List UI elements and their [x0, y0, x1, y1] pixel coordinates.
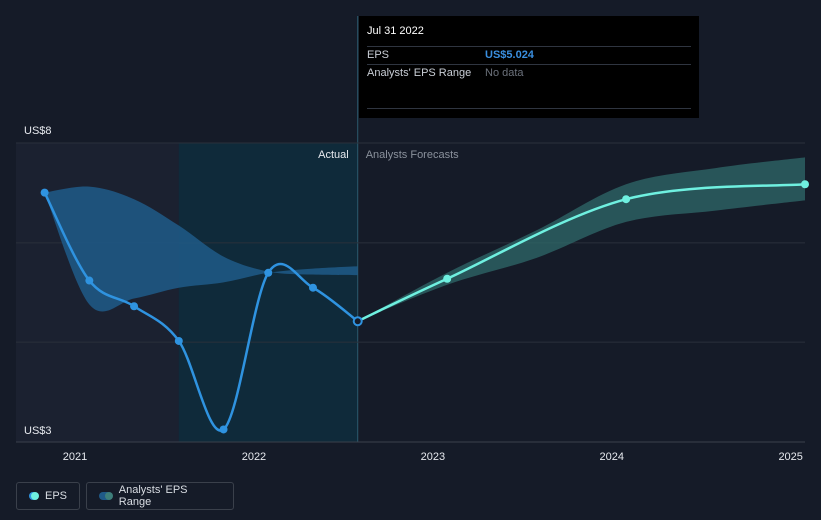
legend-range-label: Analysts' EPS Range [118, 484, 188, 508]
eps-actual-point [130, 302, 139, 311]
eps-actual-point [308, 283, 317, 292]
legend-eps-button[interactable]: EPS [16, 482, 80, 510]
eps-forecast-point [801, 180, 809, 189]
actual-region-label: Actual [318, 149, 349, 161]
tooltip-date: Jul 31 2022 [367, 25, 424, 37]
forecast-region-label: Analysts Forecasts [366, 149, 459, 161]
actual-range-band [44, 186, 358, 312]
legend-eps-label: EPS [44, 490, 67, 502]
y-tick-label: US$8 [24, 125, 52, 137]
eps-actual-point [219, 425, 228, 434]
tooltip-range-row: Analysts' EPS Range No data [367, 64, 691, 82]
range-swatch-icon [99, 492, 113, 500]
eps-actual-point [40, 188, 49, 197]
highlight-shade [178, 143, 358, 442]
tooltip-eps-label: EPS [367, 49, 390, 61]
eps-forecast-line [356, 183, 807, 323]
x-tick-label: 2021 [63, 451, 87, 463]
eps-actual-point [85, 276, 94, 285]
eps-forecast-point [622, 195, 631, 204]
forecast-range-band [357, 157, 805, 322]
eps-actual-point [264, 268, 273, 277]
current-eps-marker [352, 316, 363, 327]
tooltip-eps-value: US$5.024 [485, 49, 534, 61]
x-tick-label: 2022 [242, 451, 266, 463]
eps-actual-line [43, 191, 359, 432]
eps-chart: US$8 US$3 2021 2022 2023 2024 2025 Actual Analys… [16, 16, 809, 463]
y-tick-label: US$3 [24, 425, 52, 437]
x-tick-label: 2025 [778, 451, 802, 463]
tooltip-divider [367, 108, 691, 109]
x-tick-label: 2024 [600, 451, 624, 463]
tooltip-range-label: Analysts' EPS Range [367, 67, 472, 79]
eps-swatch-icon [29, 492, 39, 500]
eps-actual-point [174, 336, 183, 345]
tooltip: Jul 31 2022 EPS US$5.024 Analysts' EPS R… [359, 16, 699, 118]
tooltip-range-value: No data [485, 67, 524, 79]
tooltip-eps-row: EPS US$5.024 [367, 46, 691, 64]
eps-forecast-point [443, 274, 452, 283]
x-tick-label: 2023 [421, 451, 445, 463]
legend-range-button[interactable]: Analysts' EPS Range [86, 482, 234, 510]
